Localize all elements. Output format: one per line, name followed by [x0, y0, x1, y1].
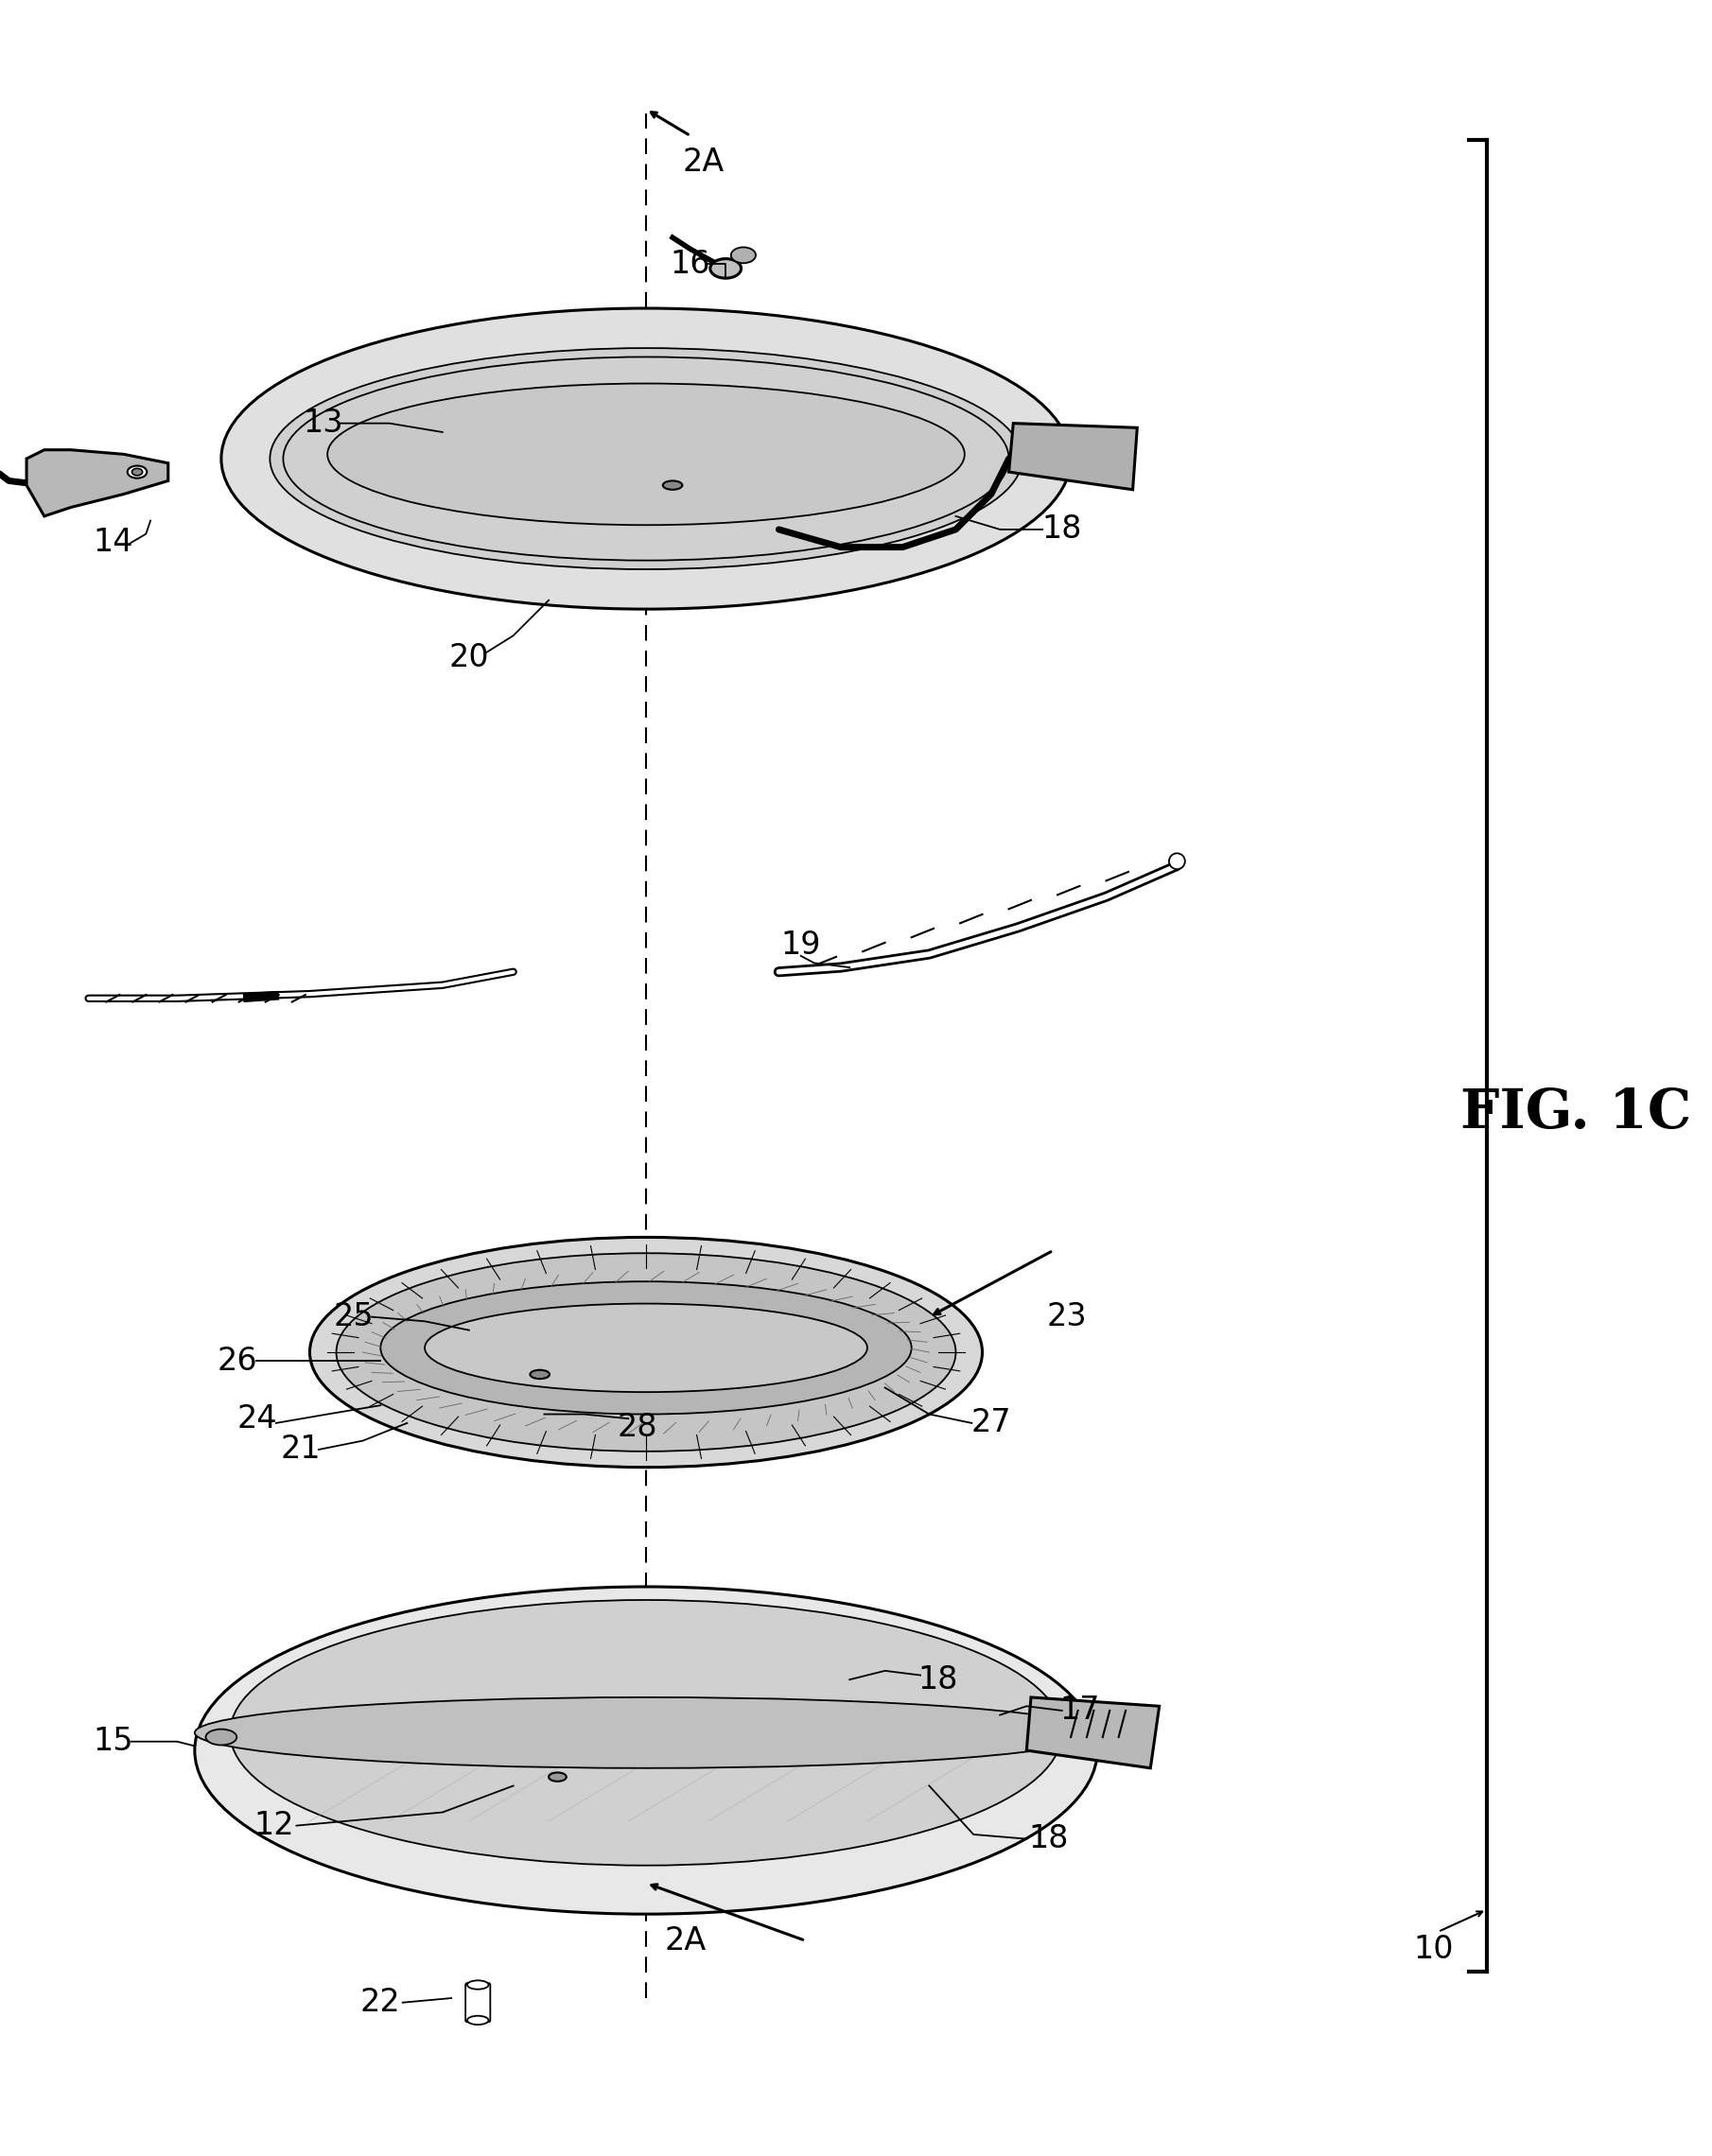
Text: 22: 22 — [360, 1988, 401, 2018]
FancyBboxPatch shape — [466, 1984, 490, 2022]
Ellipse shape — [663, 481, 683, 489]
Ellipse shape — [270, 347, 1022, 569]
Text: 2A: 2A — [683, 147, 724, 179]
Polygon shape — [27, 451, 168, 515]
Ellipse shape — [310, 1238, 983, 1468]
Text: 17: 17 — [1060, 1695, 1099, 1727]
Text: 25: 25 — [334, 1302, 375, 1332]
Text: 21: 21 — [281, 1434, 322, 1466]
Text: 16: 16 — [669, 248, 710, 280]
Ellipse shape — [467, 2016, 488, 2024]
Ellipse shape — [380, 1281, 911, 1414]
Ellipse shape — [195, 1587, 1097, 1915]
Ellipse shape — [425, 1304, 868, 1393]
Text: 2A: 2A — [664, 1925, 707, 1955]
Text: 28: 28 — [616, 1412, 657, 1442]
Text: 27: 27 — [971, 1408, 1012, 1438]
Text: 26: 26 — [217, 1345, 257, 1378]
Text: 14: 14 — [92, 526, 134, 558]
Ellipse shape — [531, 1369, 550, 1380]
Ellipse shape — [127, 466, 147, 479]
Polygon shape — [1008, 423, 1137, 489]
Text: 12: 12 — [253, 1811, 294, 1841]
Ellipse shape — [710, 259, 741, 278]
Text: 20: 20 — [449, 642, 490, 673]
Text: 18: 18 — [1043, 513, 1082, 545]
Text: 23: 23 — [1046, 1302, 1087, 1332]
Ellipse shape — [1169, 854, 1185, 869]
Text: 19: 19 — [781, 929, 822, 962]
Text: FIG. 1C: FIG. 1C — [1460, 1087, 1691, 1141]
Text: 18: 18 — [1029, 1824, 1068, 1854]
Text: 24: 24 — [236, 1404, 277, 1434]
Ellipse shape — [467, 1981, 488, 1990]
Ellipse shape — [205, 1729, 236, 1744]
Text: 18: 18 — [918, 1664, 959, 1695]
Ellipse shape — [132, 468, 142, 476]
Ellipse shape — [731, 248, 755, 263]
Text: 15: 15 — [92, 1727, 134, 1757]
Text: 10: 10 — [1414, 1934, 1453, 1964]
Ellipse shape — [327, 384, 964, 526]
Ellipse shape — [229, 1600, 1061, 1865]
Ellipse shape — [336, 1253, 955, 1451]
Ellipse shape — [221, 308, 1070, 610]
Polygon shape — [1027, 1697, 1159, 1768]
Ellipse shape — [548, 1772, 567, 1781]
Ellipse shape — [195, 1697, 1097, 1768]
Text: 13: 13 — [303, 407, 342, 440]
